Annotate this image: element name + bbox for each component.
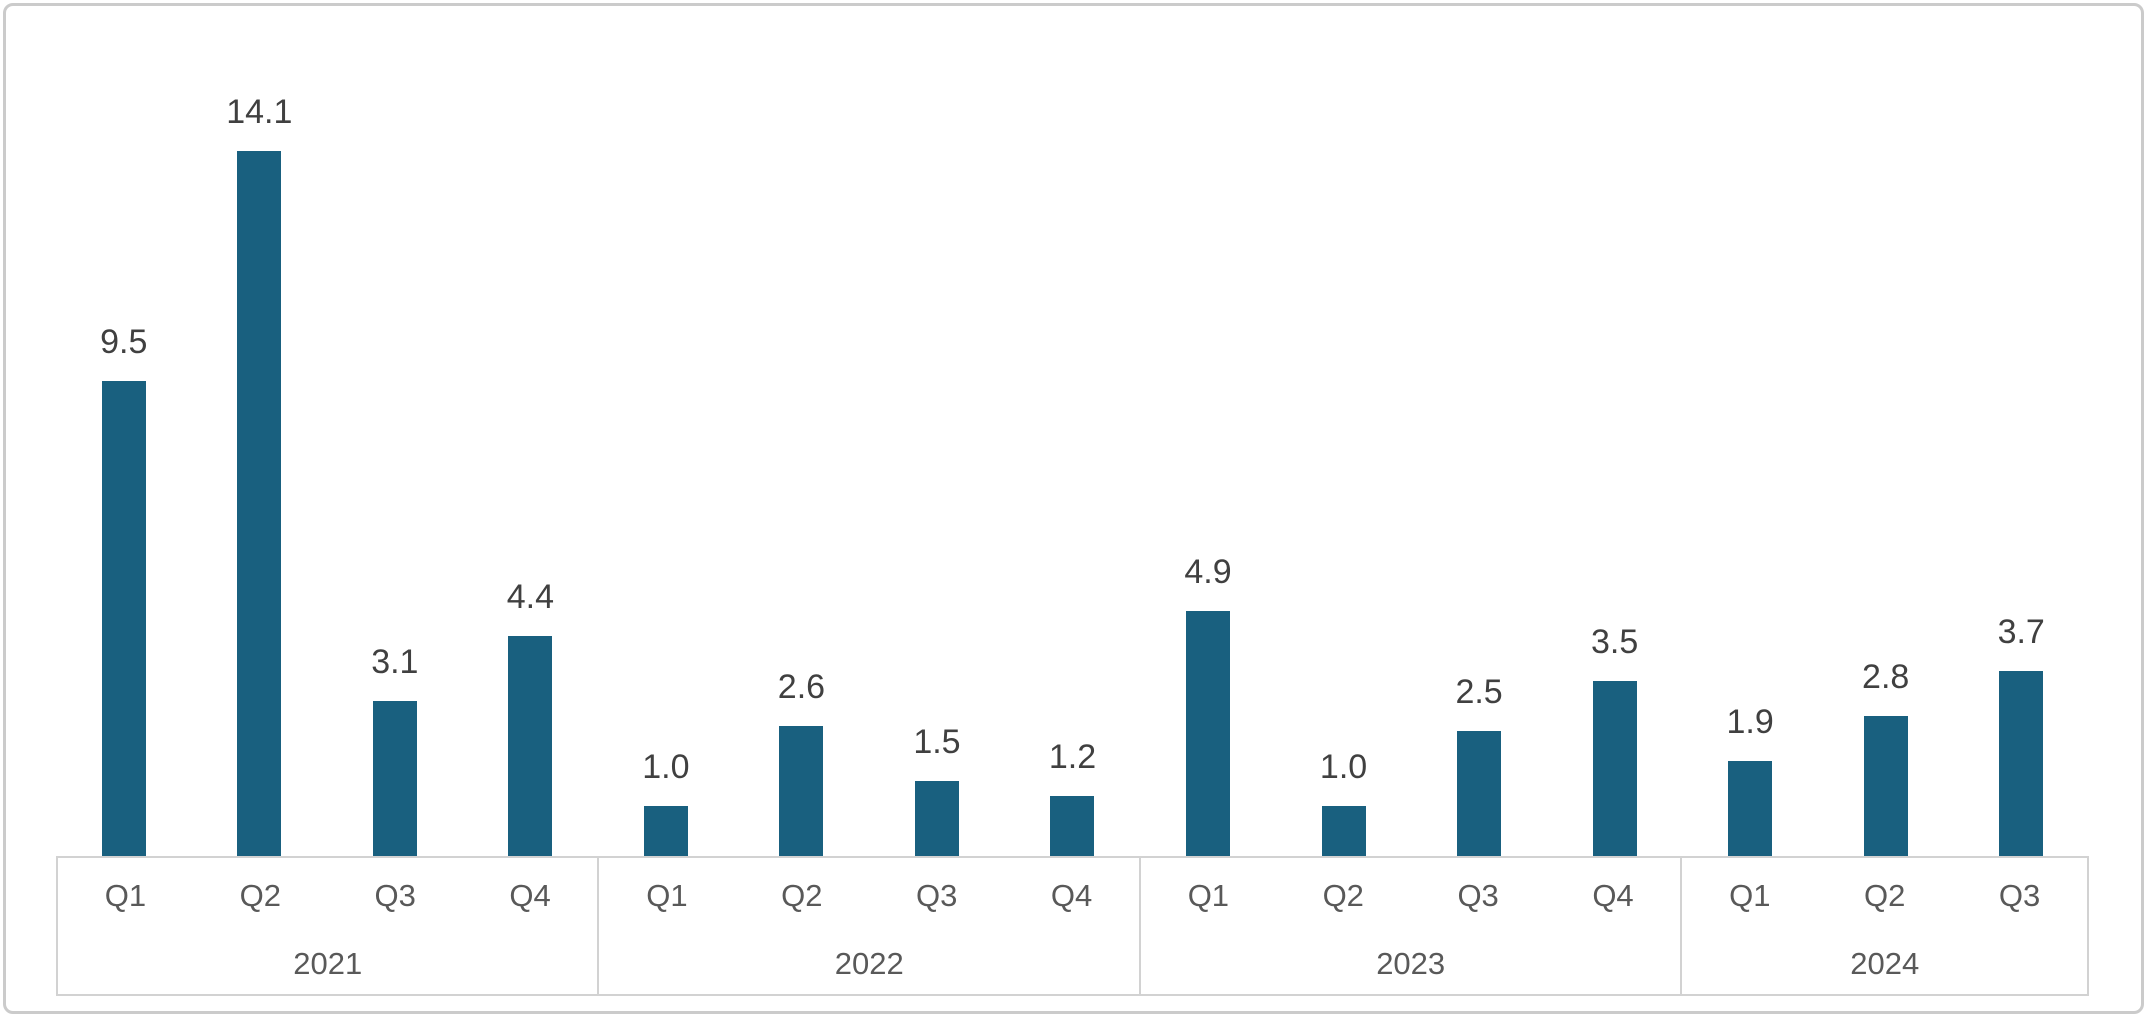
year-group: Q1 Q2 Q3 Q4 2022 (597, 858, 1138, 994)
bar (1728, 761, 1773, 856)
value-label: 4.9 (1184, 553, 1232, 591)
bar-slot: 2.8 (1818, 66, 1954, 856)
quarter-row: Q1 Q2 Q3 Q4 (1141, 858, 1680, 934)
value-label: 1.5 (913, 723, 961, 761)
quarter-row: Q1 Q2 Q3 Q4 (58, 858, 597, 934)
bar-slot: 3.1 (327, 66, 463, 856)
quarter-label: Q4 (1050, 878, 1093, 913)
bar-slot: 2.6 (734, 66, 870, 856)
bar (1863, 716, 1908, 856)
value-label: 2.8 (1862, 658, 1910, 696)
bar (508, 636, 553, 856)
bar-slot: 3.5 (1547, 66, 1683, 856)
quarter-row: Q1 Q2 Q3 (1682, 858, 2087, 934)
year-group: Q1 Q2 Q3 2024 (1680, 858, 2087, 994)
value-label: 3.1 (371, 643, 419, 681)
bar (1457, 731, 1502, 856)
quarter-label: Q4 (509, 878, 551, 913)
year-label: 2024 (1850, 946, 1920, 981)
quarter-label: Q3 (1457, 878, 1499, 913)
chart-frame: 9.5 14.1 3.1 4.4 1.0 2.6 1.5 1.2 4.9 1.0 2.5 3.5 1.9… (3, 3, 2144, 1014)
quarter-label: Q2 (239, 878, 281, 913)
quarter-label: Q3 (374, 878, 416, 913)
plot-area: 9.5 14.1 3.1 4.4 1.0 2.6 1.5 1.2 4.9 1.0 2.5 3.5 1.9… (56, 66, 2089, 856)
bar (779, 726, 824, 856)
quarter-label: Q3 (915, 878, 958, 913)
quarter-label: Q3 (1998, 878, 2041, 913)
value-label: 1.2 (1048, 738, 1097, 776)
value-label: 1.0 (1319, 748, 1368, 786)
bar-slot: 4.9 (1140, 66, 1276, 856)
bar-slot: 1.2 (1005, 66, 1141, 856)
value-label: 1.9 (1726, 703, 1774, 741)
quarter-label: Q1 (104, 878, 147, 913)
bar-slot: 1.9 (1682, 66, 1818, 856)
value-label: 2.5 (1455, 673, 1503, 711)
bar (1999, 671, 2044, 856)
year-label: 2022 (834, 946, 904, 981)
year-row: 2022 (599, 934, 1138, 994)
bar (1321, 806, 1366, 856)
quarter-label: Q1 (1187, 878, 1230, 913)
bar (643, 806, 688, 856)
quarter-label: Q2 (1322, 878, 1364, 913)
year-group: Q1 Q2 Q3 Q4 2023 (1138, 858, 1680, 994)
bar (914, 781, 959, 856)
bar-slot: 9.5 (56, 66, 192, 856)
bar (372, 701, 417, 856)
bar-slot: 1.0 (598, 66, 734, 856)
bar-slot: 2.5 (1411, 66, 1547, 856)
year-row: 2024 (1682, 934, 2087, 994)
quarter-label: Q1 (646, 878, 688, 913)
quarter-label: Q4 (1592, 878, 1634, 913)
quarter-row: Q1 Q2 Q3 Q4 (599, 858, 1138, 934)
value-label: 3.7 (1997, 613, 2045, 651)
bar-slot: 14.1 (192, 66, 328, 856)
year-row: 2021 (58, 934, 597, 994)
year-group: Q1 Q2 Q3 Q4 2021 (58, 858, 597, 994)
bar (237, 151, 282, 856)
value-label: 4.4 (506, 578, 554, 616)
bar-slot: 1.0 (1276, 66, 1412, 856)
bar (1186, 611, 1231, 856)
quarter-label: Q2 (1864, 878, 1906, 913)
value-label: 3.5 (1590, 623, 1639, 661)
x-axis-band: Q1 Q2 Q3 Q4 2021 Q1 Q2 Q3 Q4 2022 Q1 Q2 Q3 Q4 2023 Q1 Q2… (56, 856, 2089, 996)
value-label: 9.5 (100, 323, 148, 361)
year-label: 2023 (1376, 946, 1446, 981)
bar (1050, 796, 1095, 856)
bar-slot: 3.7 (1953, 66, 2089, 856)
value-label: 14.1 (226, 93, 293, 131)
quarter-label: Q1 (1729, 878, 1771, 913)
year-label: 2021 (293, 946, 363, 981)
bar-slot: 1.5 (869, 66, 1005, 856)
value-label: 1.0 (642, 748, 690, 786)
bar-slot: 4.4 (463, 66, 599, 856)
bar (101, 381, 146, 856)
year-row: 2023 (1141, 934, 1680, 994)
quarter-label: Q2 (781, 878, 823, 913)
value-label: 2.6 (777, 668, 826, 706)
bar (1592, 681, 1637, 856)
